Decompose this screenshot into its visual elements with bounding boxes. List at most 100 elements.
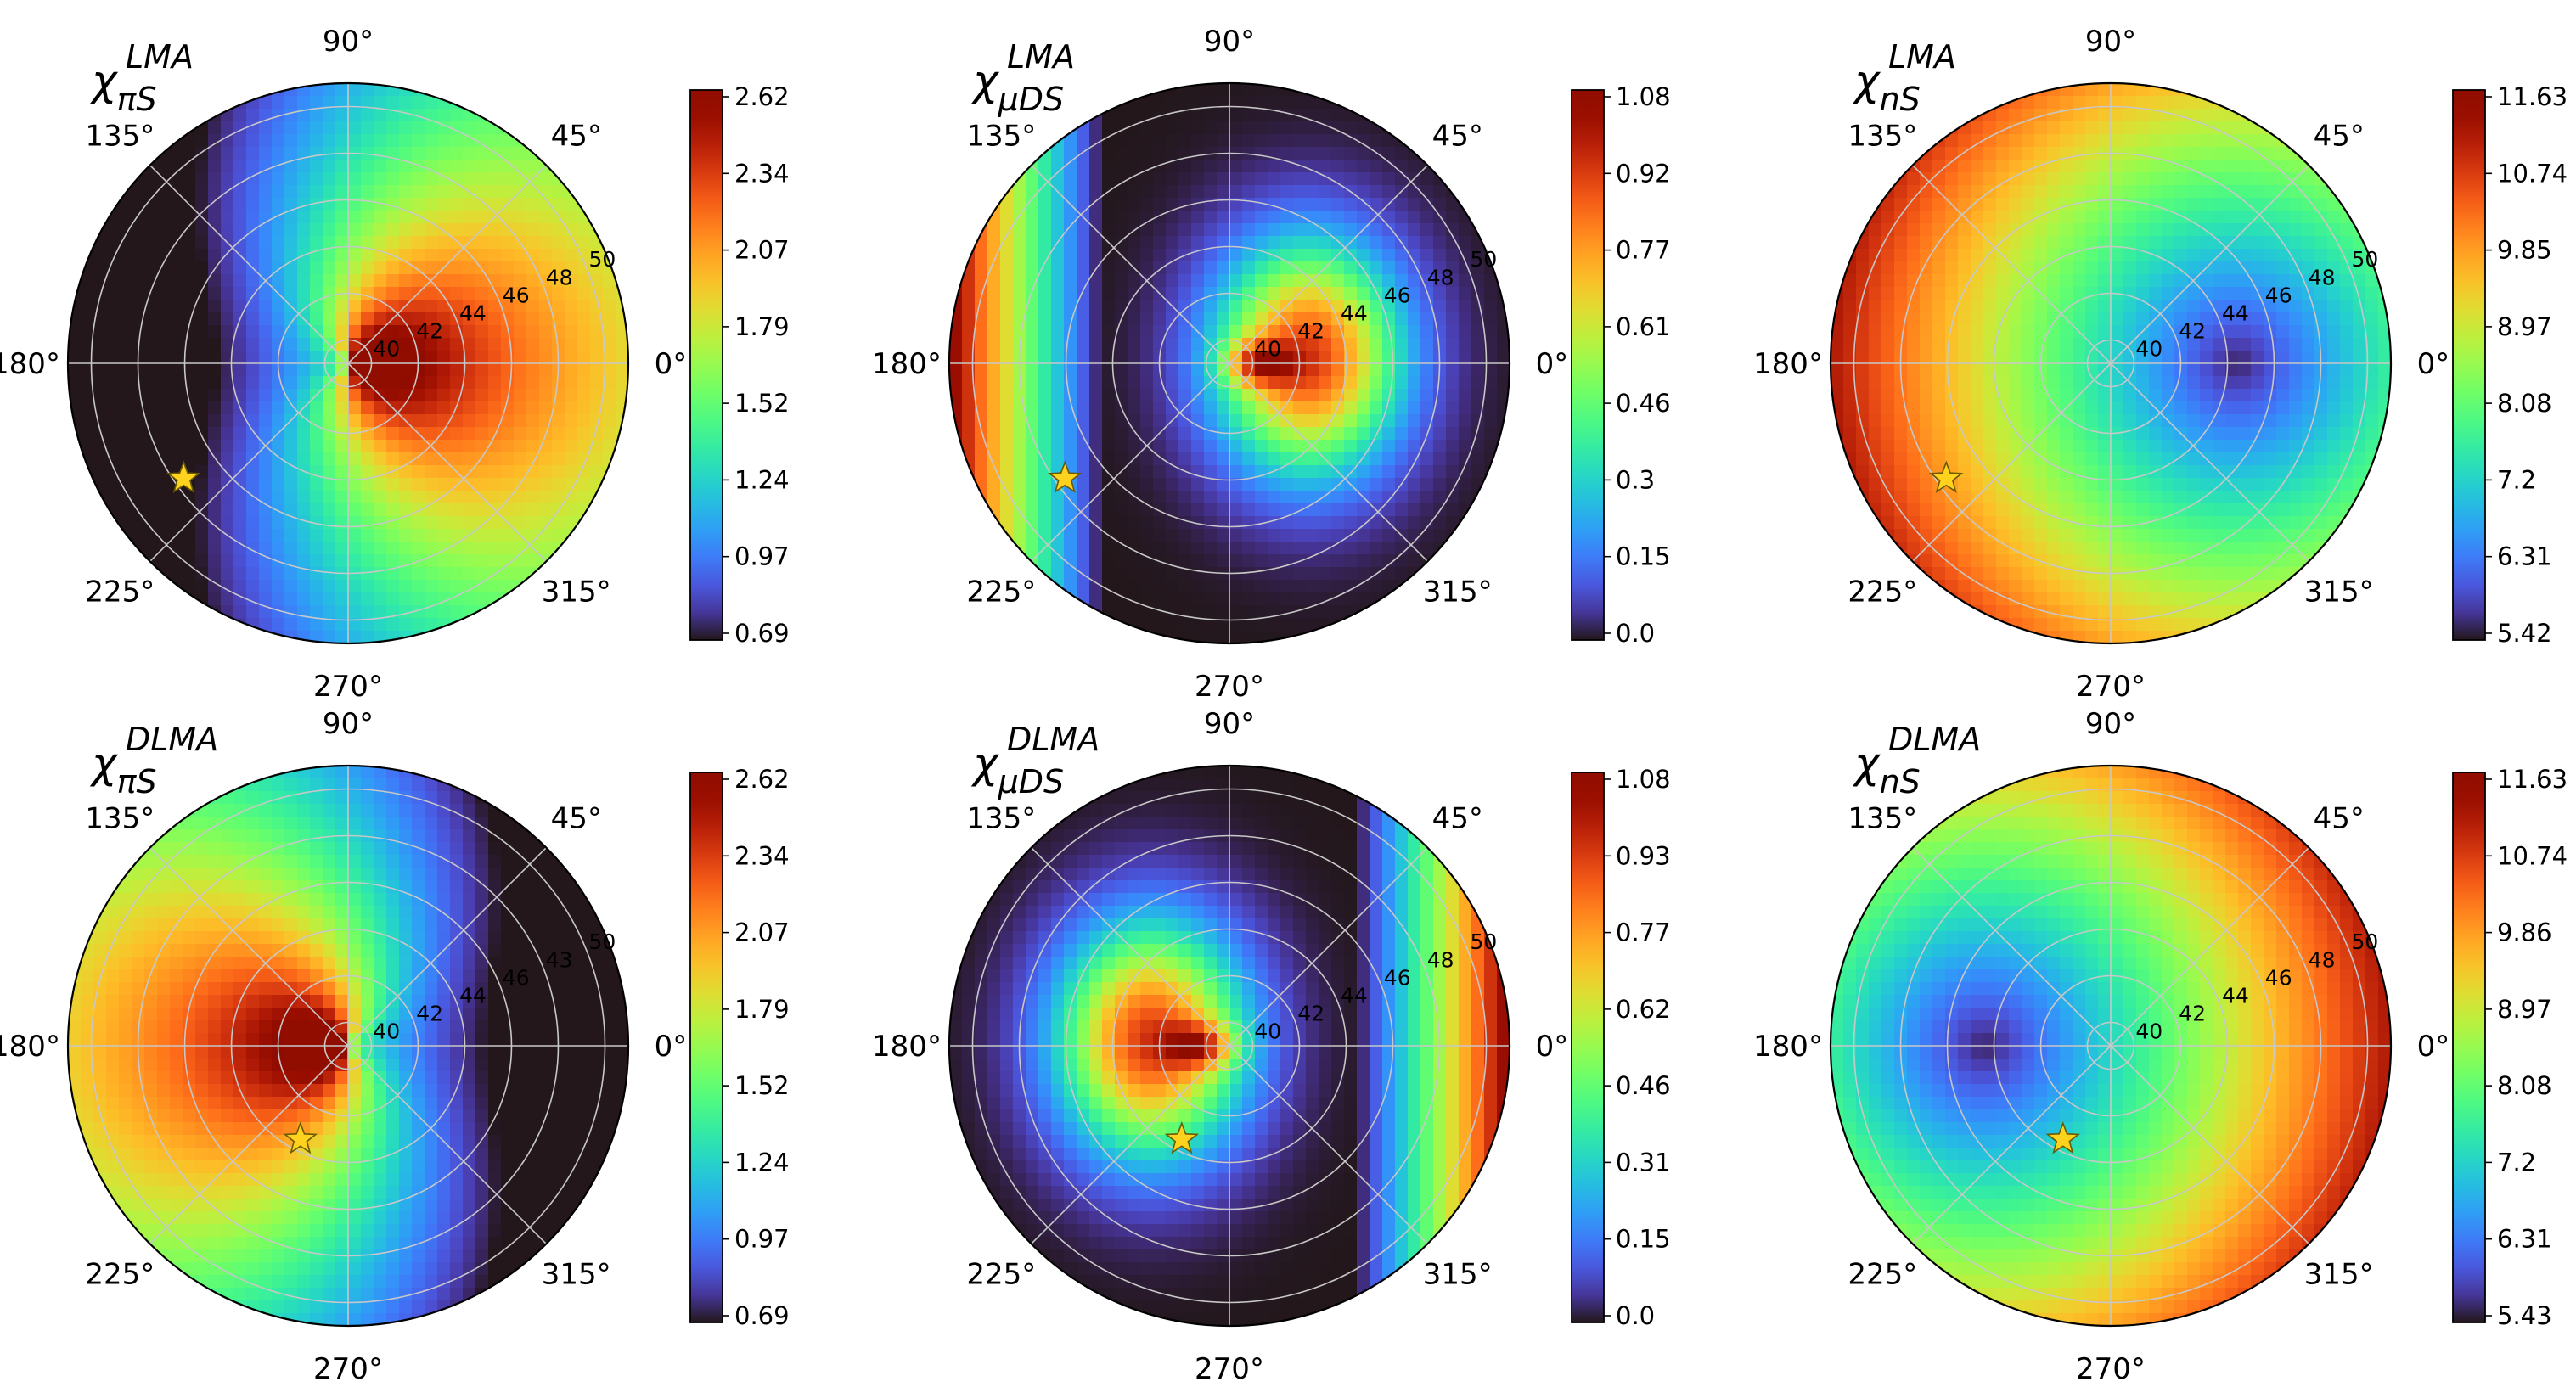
heatmap-cell [246, 427, 260, 441]
heatmap-cell [386, 414, 400, 428]
heatmap-cell [1408, 185, 1421, 199]
heatmap-cell [412, 83, 425, 97]
heatmap-cell [577, 478, 591, 491]
heatmap-cell [1357, 503, 1370, 517]
heatmap-cell [1013, 287, 1026, 300]
heatmap-cell [2085, 529, 2099, 542]
heatmap-cell [348, 185, 362, 199]
heatmap-cell [1331, 185, 1345, 199]
heatmap-cell [1077, 605, 1090, 619]
heatmap-cell [208, 325, 222, 339]
heatmap-cell [2213, 160, 2226, 173]
heatmap-cell [1357, 198, 1370, 211]
heatmap-cell [1115, 223, 1128, 237]
heatmap-cell [565, 440, 578, 453]
heatmap-cell [1932, 312, 1946, 326]
heatmap-cell [1344, 223, 1358, 237]
heatmap-cell [170, 414, 183, 428]
heatmap-cell [2022, 542, 2035, 555]
heatmap-cell [501, 160, 515, 173]
heatmap-cell [2340, 389, 2354, 402]
heatmap-cell [962, 389, 976, 402]
heatmap-cell [310, 338, 323, 351]
heatmap-cell [2225, 338, 2239, 351]
heatmap-cell [1128, 172, 1141, 186]
heatmap-cell [1268, 338, 1281, 351]
heatmap-cell [2225, 554, 2239, 568]
heatmap-cell [501, 427, 515, 441]
heatmap-cell [348, 325, 362, 339]
heatmap-cell [1293, 249, 1307, 262]
heatmap-cell [1280, 198, 1294, 211]
heatmap-cell [2213, 351, 2226, 364]
heatmap-cell [1204, 363, 1218, 377]
heatmap-cell [412, 542, 425, 555]
heatmap-cell [1051, 414, 1065, 428]
heatmap-cell [2187, 363, 2201, 377]
heatmap-cell [272, 529, 285, 542]
heatmap-cell [1831, 351, 1844, 364]
heatmap-cell [2289, 440, 2303, 453]
heatmap-cell [1420, 389, 1434, 402]
heatmap-cell [93, 414, 107, 428]
heatmap-cell [1089, 542, 1103, 555]
heatmap-cell [1856, 300, 1870, 313]
angular-gridline [347, 165, 547, 364]
heatmap-cell [1920, 554, 1933, 568]
heatmap-cell [246, 185, 260, 199]
heatmap-cell [1331, 402, 1345, 415]
heatmap-cell [2047, 491, 2061, 504]
heatmap-cell [2085, 211, 2099, 224]
heatmap-cell [183, 580, 196, 593]
heatmap-cell [1344, 427, 1358, 441]
heatmap-cell [1242, 580, 1256, 593]
heatmap-cell [2022, 121, 2035, 135]
heatmap-cell [284, 529, 298, 542]
heatmap-cell [2213, 491, 2226, 504]
heatmap-cell [1038, 427, 1052, 441]
heatmap-cell [1958, 325, 1971, 339]
heatmap-cell [1382, 440, 1396, 453]
heatmap-cell [157, 274, 171, 288]
heatmap-cell [2213, 402, 2226, 415]
heatmap-cell [1064, 440, 1077, 453]
heatmap-cell [2022, 491, 2035, 504]
heatmap-cell [246, 516, 260, 530]
heatmap-cell [106, 414, 120, 428]
heatmap-cell [1983, 211, 1997, 224]
heatmap-cell [1204, 618, 1218, 632]
heatmap-cell [1204, 109, 1218, 122]
heatmap-cell [323, 223, 336, 237]
heatmap-cell [2136, 503, 2150, 517]
heatmap-cell [1115, 134, 1128, 148]
heatmap-cell [2238, 592, 2252, 606]
heatmap-cell [1945, 172, 1959, 186]
heatmap-cell [2022, 363, 2035, 377]
heatmap-cell [1166, 325, 1179, 339]
heatmap-cell [2034, 300, 2048, 313]
heatmap-cell [2060, 427, 2073, 441]
heatmap-cell [246, 198, 260, 211]
radial-tick-label: 48 [1427, 265, 1454, 289]
heatmap-cell [2187, 503, 2201, 517]
heatmap-cell [1395, 465, 1409, 479]
heatmap-cell [1331, 503, 1345, 517]
heatmap-cell [1089, 567, 1103, 581]
heatmap-cell [1319, 440, 1332, 453]
heatmap-cell [2327, 529, 2341, 542]
heatmap-cell [1319, 414, 1332, 428]
heatmap-cell [374, 287, 387, 300]
heatmap-cell [1102, 414, 1116, 428]
heatmap-cell [514, 211, 527, 224]
heatmap-cell [374, 261, 387, 275]
colorbar-tick-label: 2.62 [734, 82, 790, 111]
heatmap-cell [1166, 261, 1179, 275]
heatmap-cell [1102, 274, 1116, 288]
heatmap-cell [2213, 261, 2226, 275]
heatmap-cell [2327, 351, 2341, 364]
heatmap-cell [233, 338, 247, 351]
heatmap-cell [1920, 300, 1933, 313]
heatmap-cell [1242, 312, 1256, 326]
heatmap-cell [1907, 376, 1921, 390]
heatmap-cell [2162, 440, 2175, 453]
